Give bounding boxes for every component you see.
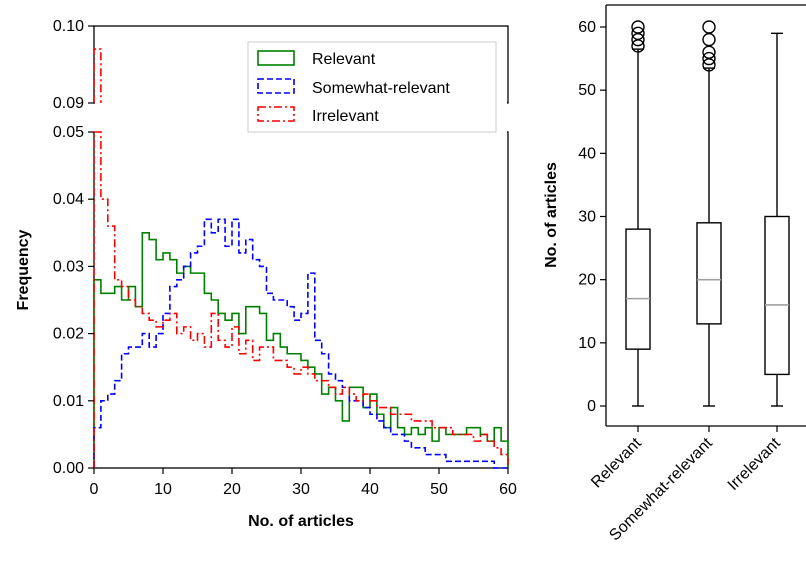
- boxplot-y-tick-label: 60: [578, 19, 596, 36]
- legend-item-somewhat-relevant: Somewhat-relevant: [257, 78, 450, 97]
- outlier-marker: [702, 32, 716, 47]
- boxplot-y-tick-label: 50: [578, 82, 596, 99]
- histogram-series-irrelevant: [93, 131, 509, 468]
- histogram-y-tick-label: 0.03: [53, 258, 84, 275]
- legend-label-irrelevant: Irrelevant: [312, 108, 379, 125]
- outlier-marker: [702, 51, 716, 66]
- histogram-x-tick-label: 60: [499, 481, 517, 498]
- boxplot-y-tick-label: 40: [578, 145, 596, 162]
- boxplot-y-tick-label: 30: [578, 209, 596, 226]
- boxplot-x-tick-label-irrelevant: Irrelevant: [725, 434, 785, 494]
- histogram-y-tick-label: 0.02: [53, 326, 84, 343]
- boxplot-boxes: [625, 20, 790, 407]
- boxplot-y-tick-label: 20: [578, 272, 596, 289]
- histogram-y-tick-label: 0.01: [53, 393, 84, 410]
- outlier-marker: [631, 26, 645, 41]
- boxplot-y-tick-label: 10: [578, 335, 596, 352]
- outlier-marker: [702, 20, 716, 34]
- legend-label-relevant: Relevant: [312, 51, 376, 68]
- iqr-box: [764, 215, 790, 376]
- histogram-x-tick-label: 0: [90, 481, 99, 498]
- legend-label-somewhat-relevant: Somewhat-relevant: [312, 80, 450, 97]
- boxplot-box-relevant: [625, 20, 651, 407]
- histogram-ticks: 0 10 20 30 40 50 60 0.00 0.01 0.02 0.03 0.04 0.05 0.0…: [53, 18, 517, 498]
- boxplot-axes: [605, 4, 806, 427]
- boxplot-box-somewhat-relevant: [696, 20, 722, 407]
- legend-item-irrelevant: Irrelevant: [257, 106, 379, 125]
- histogram-legend: Relevant Somewhat-relevant Irrelevant: [247, 41, 497, 133]
- histogram-series-somewhat-relevant: [93, 218, 508, 469]
- iqr-box: [696, 222, 722, 325]
- histogram-y-tick-label: 0.00: [53, 460, 84, 477]
- legend-swatch-irrelevant: [257, 106, 295, 122]
- histogram-x-tick-label: 20: [223, 481, 241, 498]
- legend-swatch-somewhat-relevant: [257, 78, 295, 94]
- histogram-y-axis-title: Frequency: [15, 229, 32, 310]
- histogram-x-tick-label: 30: [292, 481, 310, 498]
- histogram-lower-frame: [93, 131, 509, 469]
- boxplot-y-axis-title: No. of articles: [543, 162, 560, 268]
- histogram-series-irrelevant-upper: [93, 48, 102, 103]
- iqr-box: [625, 228, 651, 350]
- outlier-marker: [631, 20, 645, 34]
- histogram-x-tick-label: 50: [430, 481, 448, 498]
- histogram-series-group: [93, 48, 509, 469]
- histogram-y-tick-label: 0.04: [53, 191, 84, 208]
- histogram-x-tick-label: 40: [361, 481, 379, 498]
- histogram-series-relevant: [93, 232, 509, 468]
- histogram-y-tick-label-upper: 0.10: [53, 18, 84, 35]
- boxplot-x-tick-label-relevant: Relevant: [588, 434, 645, 491]
- legend-box: [247, 41, 497, 133]
- histogram-y-tick-label: 0.05: [53, 124, 84, 141]
- histogram-chart: 0 10 20 30 40 50 60 0.00 0.01 0.02 0.03 0.04 0.05 0.0…: [15, 18, 517, 530]
- histogram-y-tick-label-upper: 0.09: [53, 95, 84, 112]
- boxplot-box-irrelevant: [764, 32, 790, 407]
- histogram-x-tick-label: 10: [154, 481, 172, 498]
- boxplot-y-tick-label: 0: [587, 398, 596, 415]
- histogram-x-axis-title: No. of articles: [248, 513, 354, 530]
- legend-item-relevant: Relevant: [257, 50, 376, 68]
- legend-swatch-relevant: [257, 50, 295, 66]
